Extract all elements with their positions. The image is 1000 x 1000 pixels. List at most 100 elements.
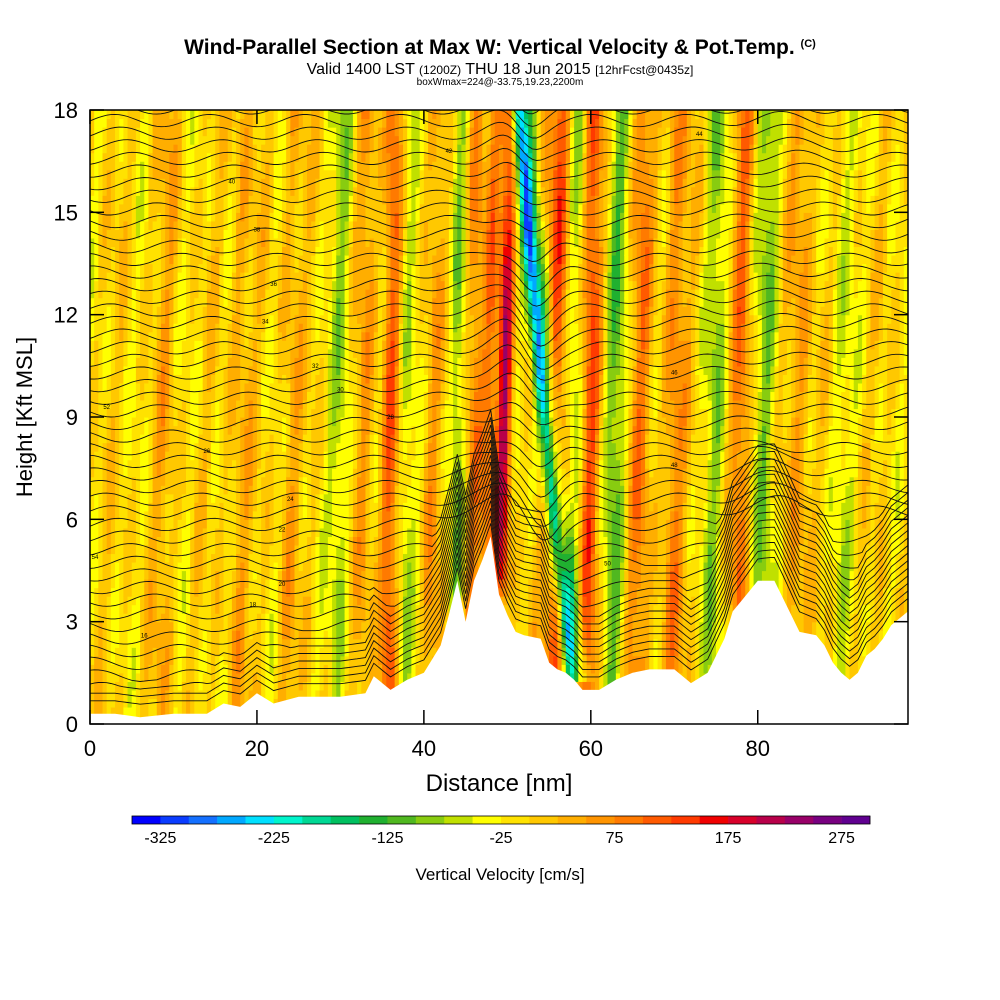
velocity-cell — [369, 510, 375, 520]
velocity-cell — [361, 152, 367, 162]
velocity-cell — [348, 630, 354, 640]
velocity-cell — [286, 272, 291, 282]
velocity-cell — [119, 152, 124, 162]
velocity-cell — [231, 289, 237, 299]
velocity-cell — [315, 613, 321, 623]
velocity-cell — [173, 459, 179, 469]
velocity-cell — [307, 630, 312, 640]
velocity-cell — [106, 374, 112, 384]
velocity-cell — [231, 689, 237, 700]
velocity-cell — [377, 519, 383, 529]
velocity-cell — [223, 604, 229, 614]
velocity-cell — [365, 587, 371, 597]
velocity-cell — [102, 621, 108, 631]
velocity-cell — [98, 152, 104, 162]
velocity-cell — [115, 561, 120, 572]
velocity-cell — [115, 485, 120, 495]
velocity-cell — [211, 527, 216, 537]
velocity-cell — [265, 161, 271, 171]
velocity-cell — [123, 476, 129, 486]
velocity-cell — [185, 706, 191, 717]
velocity-cell — [160, 579, 166, 589]
velocity-cell — [102, 681, 108, 691]
velocity-cell — [148, 220, 154, 230]
velocity-cell — [127, 178, 133, 188]
velocity-cell — [152, 613, 158, 623]
velocity-cell — [185, 553, 191, 563]
velocity-cell — [98, 476, 104, 486]
velocity-cell — [169, 152, 175, 162]
velocity-cell — [202, 689, 208, 700]
velocity-cell — [106, 246, 112, 256]
velocity-cell — [106, 502, 112, 512]
velocity-cell — [152, 434, 158, 444]
velocity-cell — [211, 220, 216, 230]
velocity-cell — [244, 647, 250, 657]
velocity-cell — [323, 135, 329, 145]
velocity-cell — [290, 596, 296, 606]
velocity-cell — [177, 519, 183, 529]
velocity-cell — [165, 289, 170, 299]
velocity-cell — [269, 169, 275, 179]
velocity-cell — [144, 169, 150, 179]
velocity-cell — [206, 664, 212, 674]
velocity-cell — [240, 399, 246, 410]
velocity-cell — [236, 655, 241, 665]
velocity-cell — [152, 195, 158, 205]
velocity-cell — [248, 118, 254, 128]
velocity-cell — [131, 331, 137, 341]
velocity-cell — [131, 630, 137, 640]
velocity-cell — [323, 340, 329, 350]
velocity-cell — [290, 272, 296, 282]
velocity-cell — [231, 485, 237, 495]
velocity-cell — [156, 289, 162, 299]
velocity-cell — [173, 579, 179, 589]
velocity-cell — [206, 220, 212, 230]
velocity-cell — [123, 297, 129, 307]
velocity-cell — [373, 664, 379, 674]
velocity-cell — [156, 544, 162, 555]
velocity-cell — [102, 127, 108, 137]
velocity-cell — [110, 604, 116, 614]
velocity-cell — [294, 621, 300, 631]
velocity-cell — [110, 681, 116, 691]
velocity-cell — [106, 519, 112, 529]
velocity-cell — [185, 425, 191, 435]
velocity-cell — [127, 613, 133, 623]
velocity-cell — [135, 382, 141, 393]
velocity-cell — [357, 272, 362, 282]
velocity-cell — [94, 399, 99, 410]
velocity-cell — [298, 510, 304, 520]
velocity-cell — [165, 587, 170, 597]
velocity-cell — [319, 169, 325, 179]
velocity-cell — [123, 272, 129, 282]
velocity-cell — [152, 468, 158, 478]
velocity-cell — [190, 152, 195, 162]
velocity-cell — [348, 391, 354, 401]
velocity-cell — [169, 434, 175, 444]
velocity-cell — [244, 519, 250, 529]
velocity-cell — [290, 374, 296, 384]
velocity-cell — [327, 135, 333, 145]
velocity-cell — [236, 519, 241, 529]
velocity-cell — [281, 272, 287, 282]
velocity-cell — [277, 186, 283, 196]
velocity-cell — [236, 485, 241, 495]
velocity-cell — [236, 280, 241, 290]
velocity-cell — [165, 561, 170, 572]
velocity-cell — [119, 630, 124, 640]
velocity-cell — [127, 655, 133, 665]
velocity-cell — [190, 638, 195, 648]
velocity-cell — [269, 135, 275, 145]
velocity-cell — [307, 365, 312, 375]
velocity-cell — [202, 408, 208, 418]
velocity-cell — [252, 672, 258, 682]
velocity-cell — [311, 672, 316, 682]
velocity-cell — [119, 212, 124, 222]
velocity-cell — [373, 408, 379, 418]
velocity-cell — [357, 161, 362, 171]
velocity-cell — [281, 331, 287, 341]
velocity-cell — [248, 451, 254, 461]
velocity-cell — [227, 519, 233, 529]
velocity-cell — [169, 613, 175, 623]
